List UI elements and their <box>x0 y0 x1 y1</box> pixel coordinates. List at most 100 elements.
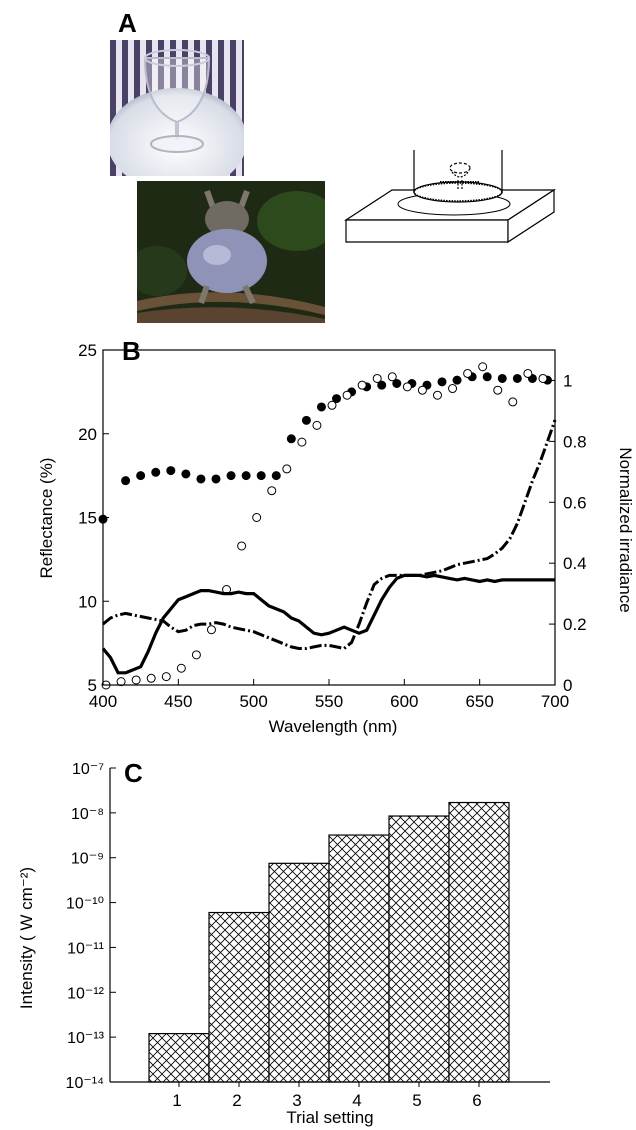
open-point <box>493 385 503 395</box>
y2-tick-label: 0.8 <box>563 432 587 451</box>
filled-point <box>512 373 522 383</box>
open-point <box>523 368 533 378</box>
category-label: 2 <box>232 1091 241 1110</box>
intensity-axes: 10⁻¹⁴ 10⁻¹³ 10⁻¹² 10⁻¹¹ 10⁻¹⁰ 10⁻⁹ 10⁻⁸ 10⁻⁷ 1 2 3… <box>66 761 550 1110</box>
open-point <box>342 390 352 400</box>
open-point <box>432 390 442 400</box>
filled-point <box>271 471 281 481</box>
open-point <box>478 362 488 372</box>
open-point <box>161 672 171 682</box>
log-y-tick-label: 10⁻¹² <box>67 985 105 1002</box>
filled-point <box>256 471 266 481</box>
x-tick-label: 650 <box>465 692 493 711</box>
filled-point <box>136 471 146 481</box>
filled-point <box>301 415 311 425</box>
y2-tick-label: 1 <box>563 371 572 390</box>
filled-point <box>497 373 507 383</box>
category-label: 1 <box>172 1091 181 1110</box>
reflectance-plot-area <box>98 362 557 690</box>
filled-point <box>211 474 221 484</box>
reflectance-x-axis-label: Wavelength (nm) <box>269 717 398 736</box>
open-point <box>206 625 216 635</box>
x-tick-label: 400 <box>89 692 117 711</box>
open-point <box>448 384 458 394</box>
open-point <box>357 380 367 390</box>
open-point <box>297 437 307 447</box>
category-label: 5 <box>412 1091 421 1110</box>
filled-point <box>226 471 236 481</box>
open-point <box>116 677 126 687</box>
apparatus-diagram-graphic <box>343 150 557 244</box>
intensity-bar <box>208 911 270 1083</box>
base-plate-side <box>507 188 555 244</box>
open-point <box>131 675 141 685</box>
filled-point <box>452 375 462 385</box>
open-point <box>538 373 548 383</box>
filled-point <box>166 466 176 476</box>
dashed-irradiance-line <box>102 419 557 651</box>
y2-tick-label: 0.6 <box>563 493 587 512</box>
open-point <box>237 541 247 551</box>
open-point <box>282 464 292 474</box>
frog-photo <box>137 181 325 323</box>
log-y-tick-label: 10⁻⁸ <box>71 806 104 823</box>
intensity-bar <box>328 834 390 1083</box>
frog-photo-graphic <box>137 181 325 323</box>
open-point <box>402 382 412 392</box>
y-tick-label: 15 <box>78 509 97 528</box>
open-point <box>508 397 518 407</box>
intensity-plot-area <box>148 801 510 1083</box>
open-point <box>327 400 337 410</box>
open-point <box>191 650 201 660</box>
intensity-chart: 10⁻¹⁴ 10⁻¹³ 10⁻¹² 10⁻¹¹ 10⁻¹⁰ 10⁻⁹ 10⁻⁸ 10⁻⁷ 1 2 3… <box>17 761 550 1127</box>
panel-c-letter: C <box>124 758 143 788</box>
intensity-bar <box>388 815 450 1083</box>
solid-irradiance-line <box>101 573 555 675</box>
open-point <box>146 673 156 683</box>
filled-point <box>316 402 326 412</box>
y-tick-label: 5 <box>88 676 97 695</box>
log-y-tick-label: 10⁻⁹ <box>71 851 104 868</box>
log-y-tick-label: 10⁻¹⁴ <box>66 1075 105 1092</box>
open-point <box>176 663 186 673</box>
filled-point <box>286 434 296 444</box>
y2-tick-label: 0 <box>563 676 572 695</box>
log-y-tick-label: 10⁻⁷ <box>72 761 104 778</box>
y2-tick-label: 0.2 <box>563 615 587 634</box>
frog-outline <box>449 162 471 174</box>
log-y-tick-label: 10⁻¹¹ <box>67 940 104 957</box>
open-point <box>312 420 322 430</box>
category-label: 3 <box>292 1091 301 1110</box>
y2-tick-label: 0.4 <box>563 554 587 573</box>
category-label: 4 <box>352 1091 361 1110</box>
y-tick-label: 25 <box>78 341 97 360</box>
y-tick-label: 10 <box>78 592 97 611</box>
filled-point <box>482 372 492 382</box>
filled-point <box>151 467 161 477</box>
wine-glass-photo-graphic <box>110 40 244 176</box>
open-point <box>387 372 397 382</box>
filled-point <box>121 476 131 486</box>
x-tick-label: 550 <box>315 692 343 711</box>
intensity-x-axis-label: Trial setting <box>286 1108 373 1127</box>
filled-point <box>377 380 387 390</box>
intensity-bar <box>148 1032 210 1083</box>
filled-point <box>181 469 191 479</box>
y-tick-label: 20 <box>78 425 97 444</box>
reflectance-axes: 400 450 500 550 600 650 700 5 10 15 20 25 0 0.2 0.4 0.6… <box>78 341 587 711</box>
filled-point <box>392 379 402 388</box>
filled-point <box>332 394 342 404</box>
open-point <box>252 513 262 522</box>
panel-a-letter: A <box>118 8 137 38</box>
irradiance-y-axis-label: Normalized irradiance <box>616 447 635 612</box>
x-tick-label: 450 <box>164 692 192 711</box>
panel-b-letter: B <box>122 336 141 366</box>
intensity-y-axis-label: Intensity ( W cm⁻²) <box>17 867 36 1009</box>
intensity-bar <box>448 801 510 1083</box>
x-tick-label: 700 <box>541 692 569 711</box>
intensity-bar <box>268 862 330 1083</box>
filled-point <box>241 471 251 481</box>
x-tick-label: 600 <box>390 692 418 711</box>
x-tick-label: 500 <box>239 692 267 711</box>
reflectance-y-axis-label: Reflectance (%) <box>37 458 56 579</box>
